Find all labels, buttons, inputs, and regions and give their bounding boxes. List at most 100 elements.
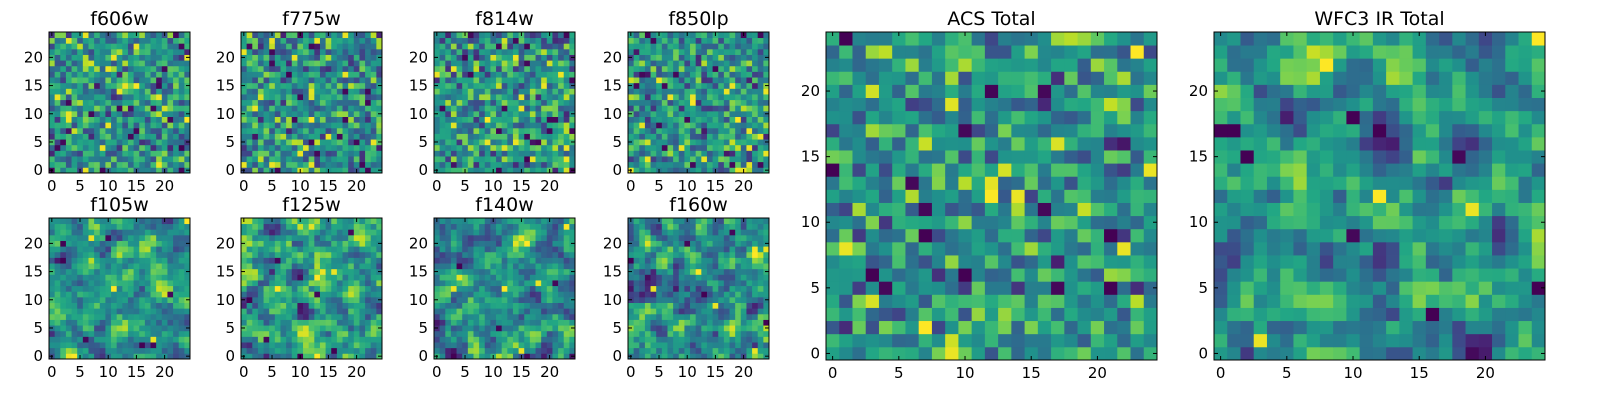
heatmap-cell	[434, 285, 441, 292]
heatmap-cell	[752, 330, 759, 337]
heatmap-cell	[740, 342, 747, 349]
heatmap-cell	[490, 105, 497, 112]
heatmap-cell	[286, 54, 293, 61]
heatmap-cell	[65, 71, 72, 78]
heatmap-cell	[257, 65, 264, 72]
heatmap-cell	[71, 291, 78, 298]
heatmap-cell	[257, 139, 264, 146]
heatmap-cell	[77, 229, 84, 236]
heatmap-cell	[353, 127, 360, 134]
heatmap-cell	[706, 280, 713, 287]
heatmap-cell	[127, 139, 134, 146]
heatmap-cell	[280, 280, 287, 287]
heatmap-cell	[467, 88, 474, 95]
heatmap-cell	[507, 223, 514, 230]
heatmap-cell	[667, 167, 674, 174]
heatmap-cell	[541, 308, 548, 315]
heatmap-cell	[127, 167, 134, 174]
heatmap-cell	[127, 223, 134, 230]
heatmap-cell	[746, 37, 753, 44]
heatmap-cell	[507, 325, 514, 332]
heatmap-cell	[88, 71, 95, 78]
heatmap-cell	[353, 251, 360, 258]
heatmap-cell	[325, 116, 332, 123]
heatmap-cell	[434, 77, 441, 84]
heatmap-cell	[308, 71, 315, 78]
heatmap-cell	[319, 353, 326, 360]
heatmap-cell	[331, 127, 338, 134]
heatmap-cell	[484, 319, 491, 326]
heatmap-cell	[501, 65, 508, 72]
heatmap-cell	[116, 82, 123, 89]
heatmap-cell	[105, 60, 112, 67]
heatmap-cell	[563, 342, 570, 349]
heatmap-cell	[376, 105, 383, 112]
heatmap-cell	[639, 325, 646, 332]
x-tick-label: 0	[626, 177, 636, 195]
heatmap-cell	[723, 32, 730, 39]
heatmap-cell	[161, 342, 168, 349]
heatmap-cell	[757, 353, 764, 360]
heatmap-cell	[507, 302, 514, 309]
heatmap-cell	[376, 116, 383, 123]
heatmap-cell	[473, 60, 480, 67]
heatmap-cell	[729, 133, 736, 140]
heatmap-cell	[535, 88, 542, 95]
heatmap-cell	[667, 32, 674, 39]
heatmap-cell	[524, 71, 531, 78]
heatmap-cell	[541, 302, 548, 309]
heatmap-cell	[342, 150, 349, 157]
heatmap-cell	[695, 285, 702, 292]
heatmap-cell	[359, 116, 366, 123]
heatmap-cell	[60, 54, 67, 61]
heatmap-cell	[319, 313, 326, 320]
heatmap-cell	[667, 330, 674, 337]
heatmap-cell	[133, 43, 140, 50]
heatmap-cell	[673, 336, 680, 343]
heatmap-cell	[740, 48, 747, 55]
heatmap-cell	[286, 65, 293, 72]
heatmap-cell	[274, 274, 281, 281]
heatmap-cell	[690, 330, 697, 337]
heatmap-cell	[706, 296, 713, 303]
heatmap-cell	[127, 353, 134, 360]
x-tick-label: 10	[99, 177, 118, 195]
heatmap-cell	[524, 268, 531, 275]
heatmap-cell	[94, 77, 101, 84]
heatmap-cell	[541, 347, 548, 354]
heatmap-cell	[695, 280, 702, 287]
heatmap-cell	[308, 257, 315, 264]
heatmap-cell	[735, 342, 742, 349]
heatmap-cell	[348, 308, 355, 315]
heatmap-cell	[82, 347, 89, 354]
heatmap-cell	[280, 263, 287, 270]
heatmap-cell	[445, 127, 452, 134]
heatmap-cell	[365, 342, 372, 349]
heatmap-cell	[462, 43, 469, 50]
heatmap-cell	[99, 110, 106, 117]
heatmap-cell	[167, 234, 174, 241]
heatmap-cell	[173, 336, 180, 343]
heatmap-cell	[656, 144, 663, 151]
heatmap-cell	[105, 144, 112, 151]
heatmap-cell	[718, 167, 725, 174]
heatmap-cell	[241, 144, 248, 151]
heatmap-cell	[484, 94, 491, 101]
x-tick-label: 0	[432, 363, 442, 381]
heatmap-cell	[376, 150, 383, 157]
heatmap-cell	[348, 330, 355, 337]
heatmap-cell	[678, 156, 685, 163]
heatmap-cell	[71, 94, 78, 101]
heatmap-cell	[718, 280, 725, 287]
heatmap-cell	[269, 110, 276, 117]
heatmap-cell	[331, 150, 338, 157]
heatmap-cell	[353, 285, 360, 292]
heatmap-cell	[308, 246, 315, 253]
heatmap-cell	[541, 99, 548, 106]
heatmap-cell	[706, 60, 713, 67]
heatmap-cell	[541, 257, 548, 264]
heatmap-cell	[111, 116, 118, 123]
heatmap-cell	[127, 229, 134, 236]
